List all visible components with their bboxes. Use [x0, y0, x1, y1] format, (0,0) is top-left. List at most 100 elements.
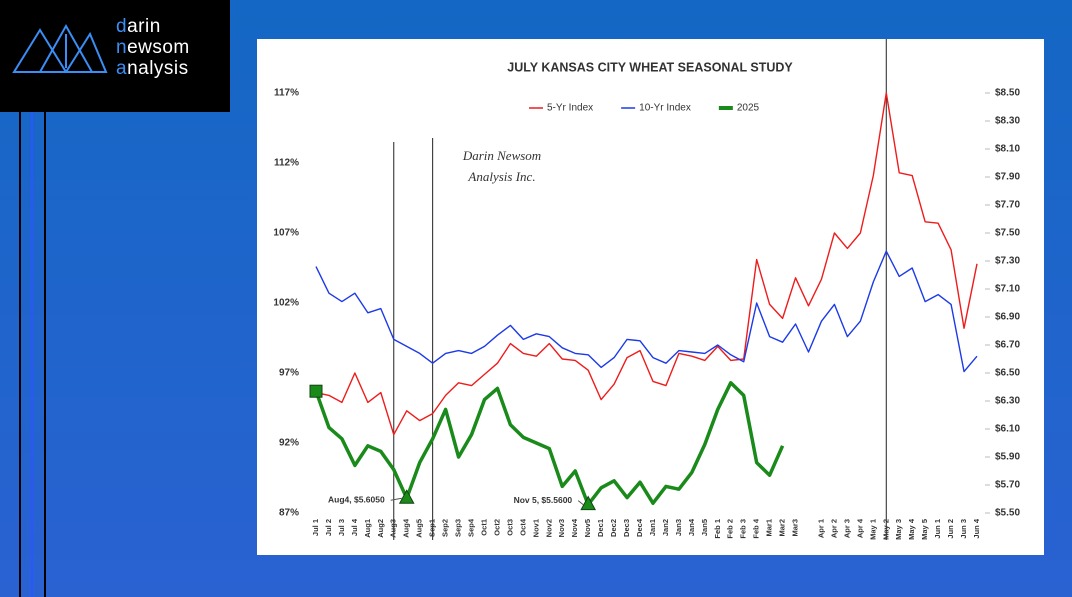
x-tick-label: Jan4	[687, 518, 696, 536]
x-tick-label: Nov3	[557, 519, 566, 537]
x-tick-label: Jun 1	[933, 519, 942, 539]
x-tick-label: Sep4	[467, 518, 476, 537]
y-tick-label: 102%	[273, 298, 299, 309]
logo-line: analysis	[116, 58, 189, 79]
y2-tick-label: $6.50	[995, 368, 1020, 379]
y2-tick-label: $5.50	[995, 508, 1020, 519]
x-tick-label: May 3	[894, 519, 903, 540]
x-tick-label: Jul 3	[337, 519, 346, 536]
x-tick-label: Jun 3	[959, 519, 968, 539]
y2-tick-label: $6.70	[995, 340, 1020, 351]
y2-tick-label: $7.50	[995, 228, 1020, 239]
deco-line	[44, 112, 46, 597]
x-tick-label: Nov2	[544, 519, 553, 537]
x-tick-label: Nov1	[531, 519, 540, 537]
y-tick-label: 107%	[273, 228, 299, 239]
y2-tick-label: $6.90	[995, 312, 1020, 323]
x-tick-label: Jun 4	[972, 518, 981, 538]
annotation-leader	[390, 497, 402, 501]
point-marker	[580, 495, 597, 511]
chart-background	[257, 39, 1044, 555]
logo-text: darin newsom analysis	[116, 16, 190, 79]
logo-line: darin	[116, 16, 161, 37]
annotation: Aug4, $5.6050	[328, 495, 385, 505]
x-tick-label: Aug2	[376, 519, 385, 538]
y2-tick-label: $8.30	[995, 116, 1020, 127]
chart-title: JULY KANSAS CITY WHEAT SEASONAL STUDY	[507, 60, 793, 74]
point-marker	[309, 384, 323, 398]
x-tick-label: Jan2	[661, 519, 670, 536]
x-tick-label: Feb 4	[752, 518, 761, 538]
series-line	[314, 381, 785, 507]
x-tick-label: Feb 1	[713, 519, 722, 539]
y2-tick-label: $7.70	[995, 200, 1020, 211]
y2-tick-label: $8.50	[995, 88, 1020, 99]
point-marker	[398, 489, 415, 504]
y-tick-label: 97%	[279, 368, 299, 379]
x-tick-label: Mar3	[791, 519, 800, 537]
logo-icon	[12, 23, 108, 73]
x-tick-label: Nov5	[583, 519, 592, 537]
y2-tick-label: $7.30	[995, 256, 1020, 267]
x-tick-label: Sep1	[428, 519, 437, 537]
y2-tick-label: $7.10	[995, 284, 1020, 295]
x-tick-label: Aug3	[389, 519, 398, 538]
x-tick-label: Apr 2	[829, 519, 838, 538]
x-tick-label: Mar1	[765, 519, 774, 537]
x-tick-label: Apr 4	[855, 518, 864, 538]
watermark: Analysis Inc.	[467, 169, 535, 184]
x-tick-label: Dec3	[622, 519, 631, 537]
x-tick-label: Jun 2	[946, 519, 955, 539]
x-tick-label: Feb 2	[726, 519, 735, 539]
logo: darin newsom analysis	[0, 0, 230, 112]
x-tick-label: Jan5	[700, 519, 709, 536]
y-tick-label: 112%	[274, 158, 299, 169]
x-tick-label: May 2	[881, 519, 890, 540]
x-tick-label: May 4	[907, 518, 916, 540]
x-tick-label: Jul 1	[311, 519, 320, 536]
x-tick-label: Oct1	[479, 519, 488, 536]
series-line	[315, 92, 978, 436]
x-tick-label: Sep2	[441, 519, 450, 537]
x-tick-label: Feb 3	[739, 519, 748, 539]
x-tick-label: Aug5	[415, 519, 424, 538]
x-tick-label: Dec4	[635, 518, 644, 537]
deco-line	[19, 112, 21, 597]
legend-label: 5-Yr Index	[547, 103, 593, 114]
y2-tick-label: $8.10	[995, 144, 1020, 155]
x-tick-label: Apr 3	[842, 519, 851, 538]
legend-label: 10-Yr Index	[639, 103, 691, 114]
chart: JULY KANSAS CITY WHEAT SEASONAL STUDY Da…	[257, 39, 1044, 555]
x-tick-label: Oct4	[518, 518, 527, 536]
legend-label: 2025	[737, 103, 760, 114]
deco-line	[31, 112, 33, 597]
y-tick-label: 92%	[279, 438, 299, 449]
annotation-leader	[577, 500, 584, 505]
x-tick-label: May 1	[868, 519, 877, 540]
y2-tick-label: $7.90	[995, 172, 1020, 183]
x-tick-label: Jan1	[648, 519, 657, 536]
x-tick-label: Oct3	[505, 519, 514, 536]
x-tick-label: Sep3	[454, 519, 463, 537]
y2-tick-label: $5.90	[995, 452, 1020, 463]
y-tick-label: 117%	[274, 88, 299, 99]
x-tick-label: Dec2	[609, 519, 618, 537]
watermark: Darin Newsom	[462, 148, 541, 163]
x-tick-label: Mar2	[778, 519, 787, 537]
series-line	[315, 250, 978, 373]
x-tick-label: Jul 4	[350, 518, 359, 536]
x-tick-label: Apr 1	[816, 519, 825, 538]
y2-tick-label: $5.70	[995, 480, 1020, 491]
x-tick-label: Aug4	[402, 518, 411, 538]
logo-line: newsom	[116, 37, 190, 58]
y2-tick-label: $6.30	[995, 396, 1020, 407]
x-tick-label: Jul 2	[324, 519, 333, 536]
x-tick-label: Jan3	[674, 519, 683, 536]
x-tick-label: Oct2	[492, 519, 501, 536]
x-tick-label: Dec1	[596, 519, 605, 537]
x-tick-label: Aug1	[363, 519, 372, 538]
x-tick-label: May 5	[920, 519, 929, 540]
y2-tick-label: $6.10	[995, 424, 1020, 435]
x-tick-label: Nov4	[570, 518, 579, 537]
